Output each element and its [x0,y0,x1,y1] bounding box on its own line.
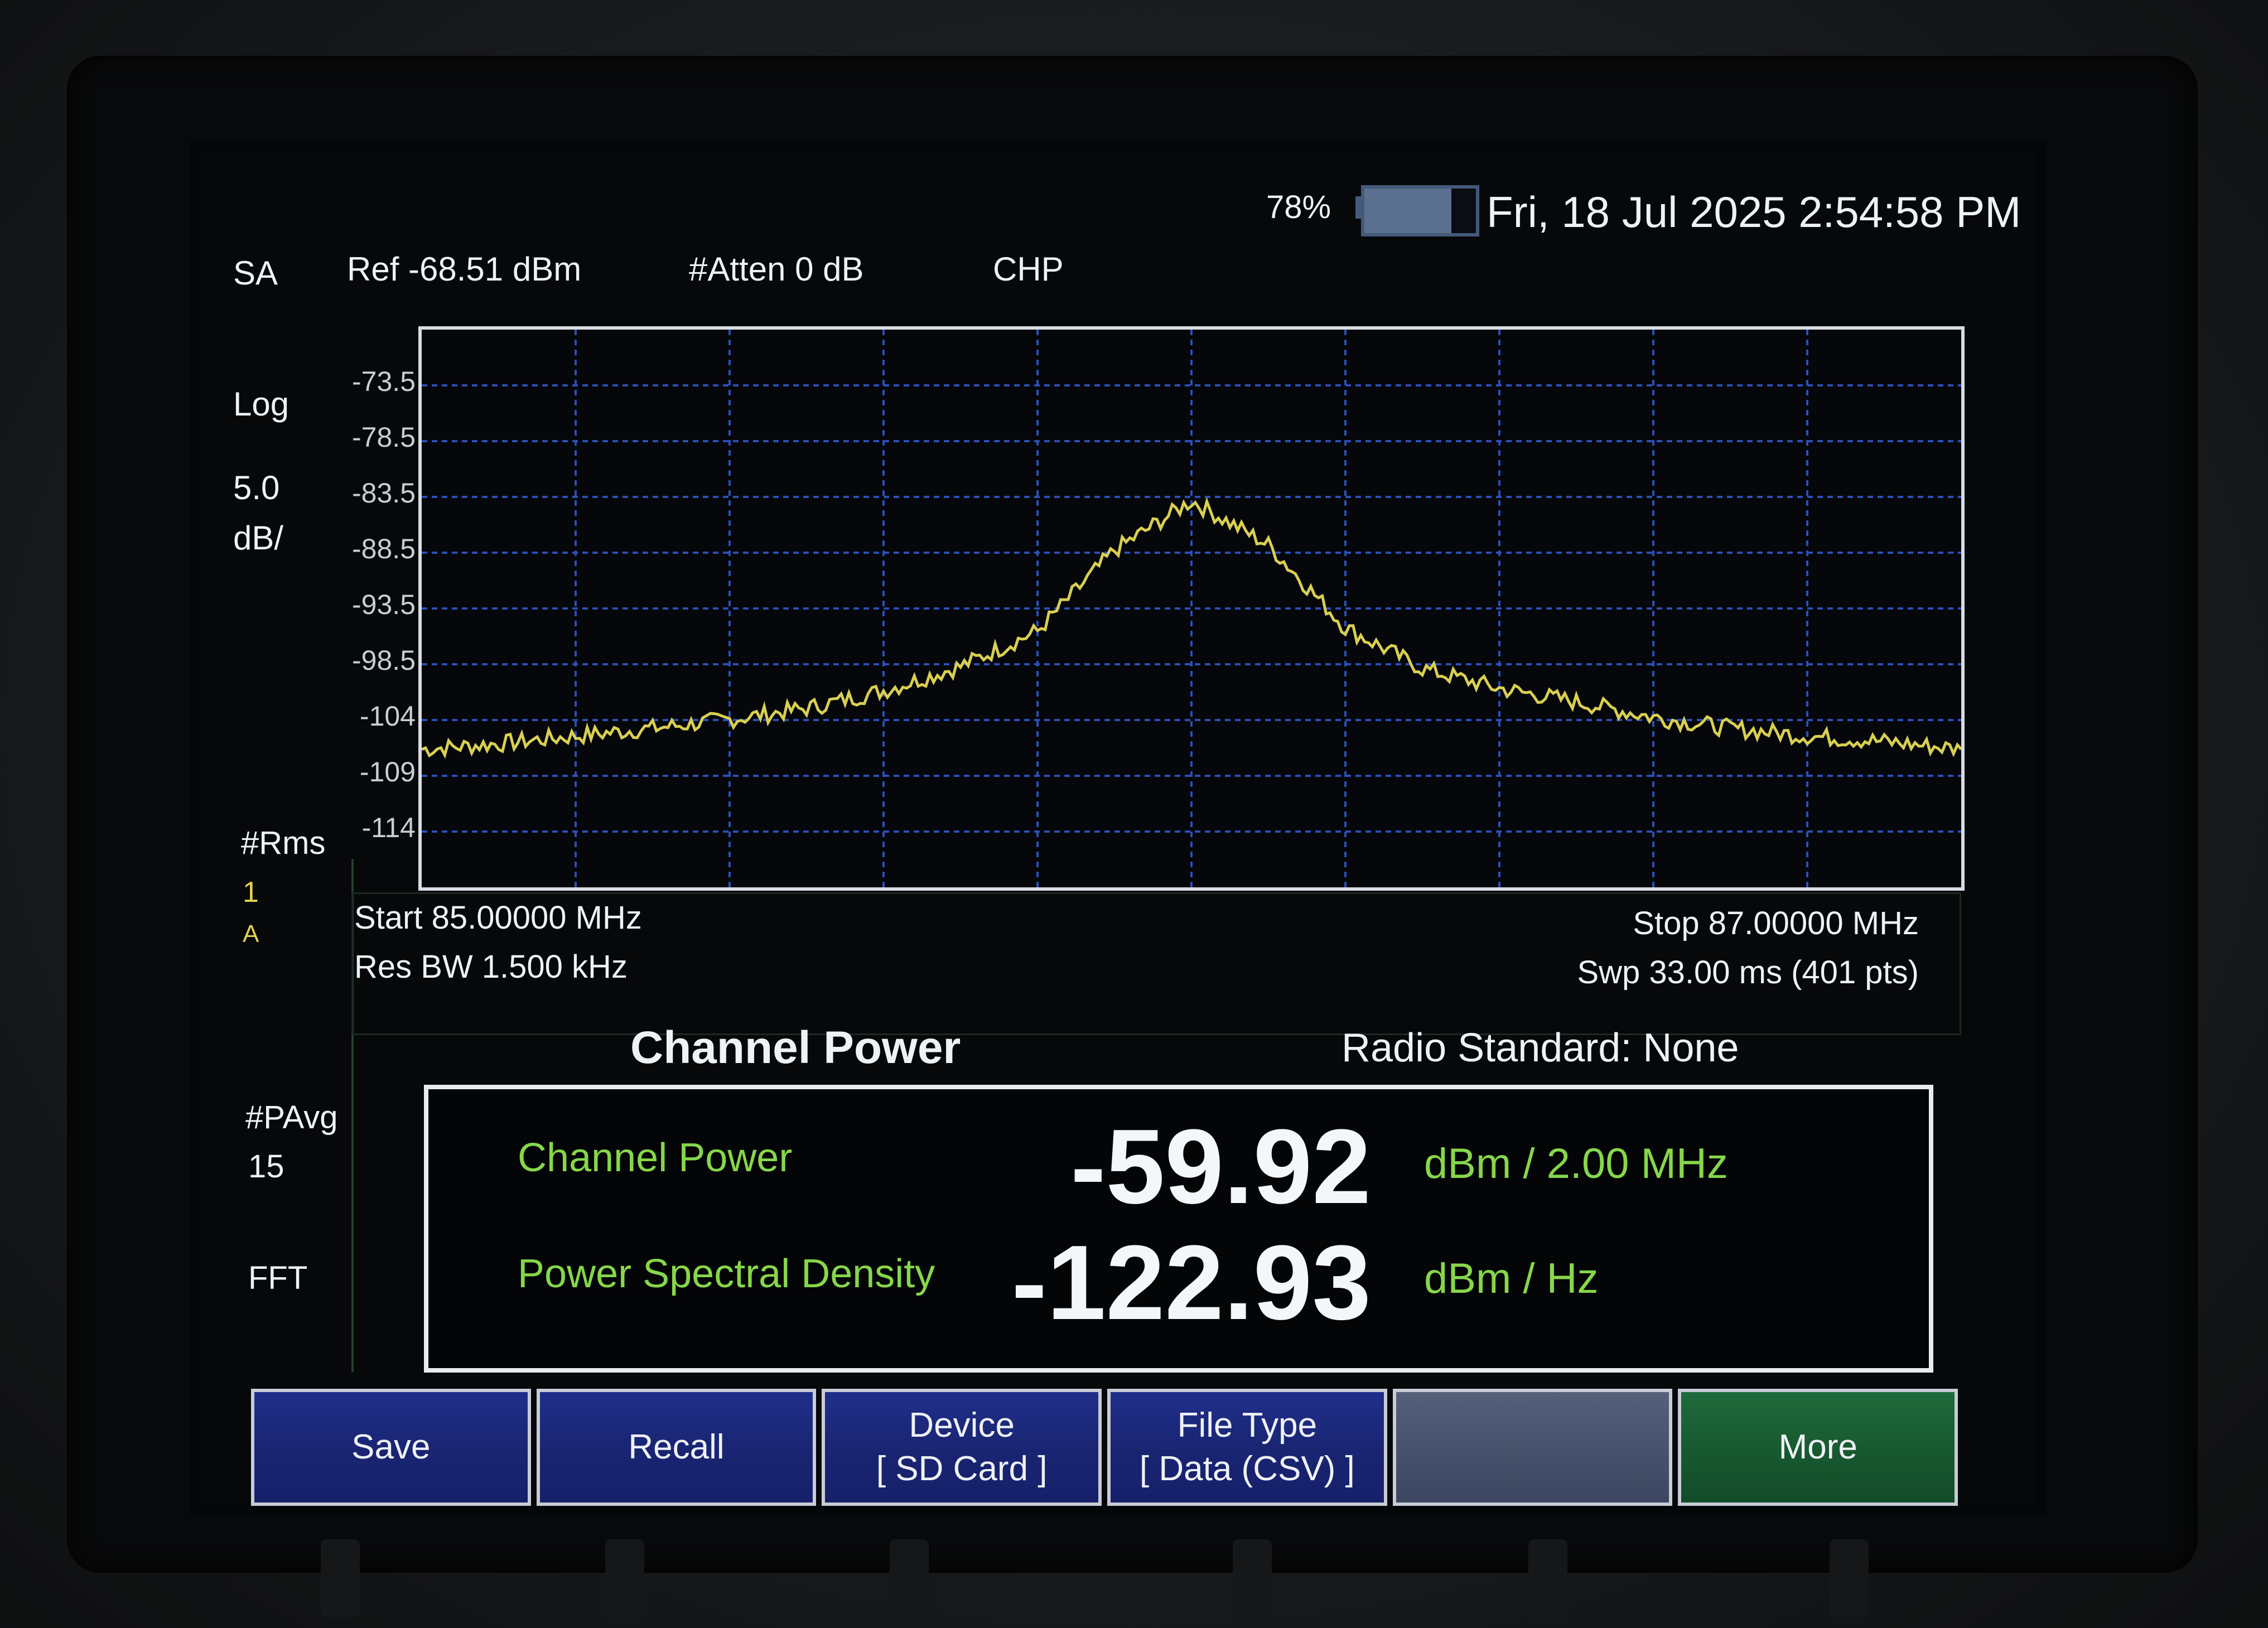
stop-frequency[interactable]: Stop 87.00000 MHz [1633,905,1919,941]
hardware-key[interactable] [321,1539,360,1617]
hardware-key[interactable] [1830,1539,1869,1617]
psd-label: Power Spectral Density [518,1252,935,1296]
trace-number: 1 [243,876,259,909]
y-tick-label: -104 [359,701,416,732]
result-box: Channel Power -59.92 dBm / 2.00 MHz Powe… [424,1085,1933,1373]
spectrum-graticule [422,330,1961,887]
softkey-label: Device [909,1406,1015,1445]
datetime: Fri, 18 Jul 2025 2:54:58 PM [1487,187,2021,236]
y-tick-label: -73.5 [352,366,416,397]
softkey-label: File Type [1177,1406,1318,1445]
blank-softkey[interactable] [1392,1389,1673,1506]
softkey-bar: Save Recall Device [ SD Card ] File Type… [251,1389,1958,1506]
result-title: Channel Power [630,1022,961,1073]
start-frequency[interactable]: Start 85.00000 MHz [354,900,642,936]
y-tick-label: -98.5 [352,645,416,676]
scale-value: 5.0 [233,469,280,506]
hardware-key[interactable] [605,1539,644,1617]
average-label: #PAvg [245,1099,338,1136]
y-tick-label: -109 [359,756,416,788]
measurement-mode: CHP [993,250,1064,288]
detector-label: #Rms [241,825,326,861]
mode-label: SA [233,254,278,292]
frequency-info-strip [351,892,1961,1035]
softkey-label: Save [351,1428,431,1466]
psd-value: -122.93 [1011,1224,1371,1342]
resolution-bandwidth[interactable]: Res BW 1.500 kHz [354,949,628,985]
trace-info-panel [240,859,354,1372]
y-tick-label: -78.5 [352,422,416,453]
scale-unit: dB/ [233,519,284,557]
spectrum-trace-1 [422,497,1961,759]
file-type-softkey[interactable]: File Type [ Data (CSV) ] [1107,1389,1387,1506]
hardware-key[interactable] [1528,1539,1567,1617]
channel-power-label: Channel Power [518,1136,793,1180]
channel-power-value: -59.92 [1070,1108,1371,1226]
battery-tip [1355,196,1362,219]
channel-power-unit: dBm / 2.00 MHz [1424,1140,1728,1187]
save-softkey[interactable]: Save [251,1389,531,1506]
recall-softkey[interactable]: Recall [536,1389,817,1506]
sweep-type: FFT [248,1260,308,1296]
y-tick-label: -114 [361,812,416,843]
scale-type: Log [233,385,289,423]
spectrum-plot[interactable] [418,326,1965,891]
battery-level-fill [1364,189,1451,233]
softkey-label: More [1778,1428,1857,1466]
softkey-label: Recall [628,1428,725,1466]
softkey-sublabel: [ SD Card ] [876,1450,1048,1488]
attenuation[interactable]: #Atten 0 dB [689,250,864,288]
hardware-key[interactable] [890,1539,929,1617]
battery-icon [1361,185,1479,236]
battery-percent: 78% [1266,189,1331,225]
y-tick-label: -88.5 [352,533,416,564]
device-softkey[interactable]: Device [ SD Card ] [822,1389,1102,1506]
reference-level[interactable]: Ref -68.51 dBm [347,250,582,288]
psd-unit: dBm / Hz [1424,1255,1599,1302]
softkey-sublabel: [ Data (CSV) ] [1139,1450,1355,1488]
more-softkey[interactable]: More [1678,1389,1958,1506]
y-tick-label: -93.5 [352,589,416,620]
average-count: 15 [248,1148,284,1185]
hardware-key[interactable] [1233,1539,1272,1617]
y-tick-label: -83.5 [352,477,416,509]
trace-mode: A [243,920,259,948]
sweep-time[interactable]: Swp 33.00 ms (401 pts) [1577,954,1919,991]
radio-standard: Radio Standard: None [1342,1026,1739,1070]
